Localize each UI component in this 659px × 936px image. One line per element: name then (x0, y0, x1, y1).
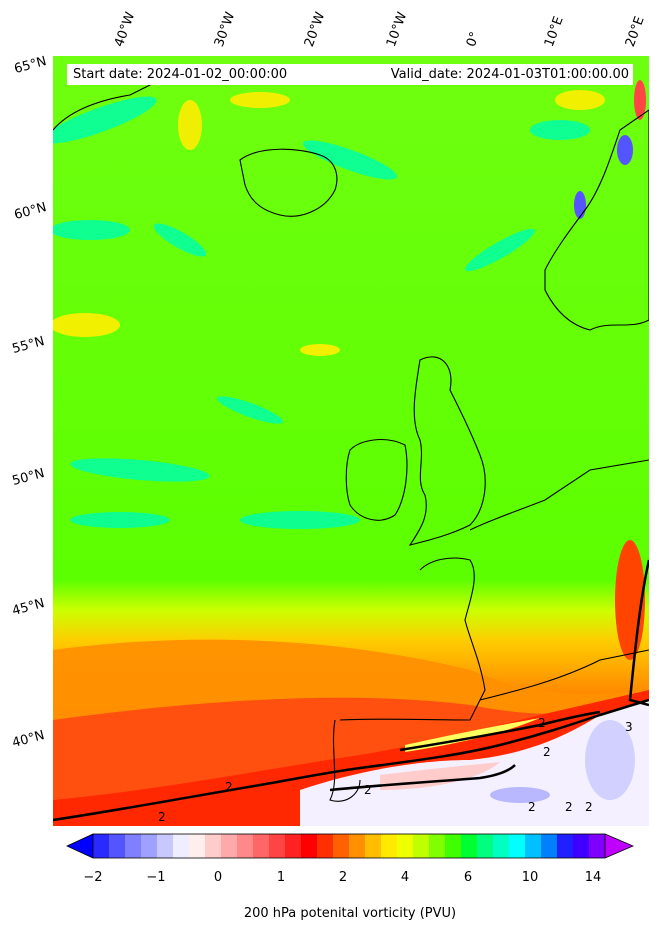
colorbar-tick: 4 (400, 870, 410, 885)
contour-label: 2 (225, 780, 233, 794)
colorbar-cell (429, 834, 446, 858)
colorbar-cell (509, 834, 526, 858)
colorbar-cell (269, 834, 286, 858)
contour-label: 2 (538, 716, 546, 730)
cyan-streaks (53, 96, 590, 529)
colorbar-cell (157, 834, 174, 858)
colorbar-cell (365, 834, 382, 858)
colorbar-cell (445, 834, 462, 858)
date-info-box: Start date: 2024-01-02_00:00:00 Valid_da… (67, 64, 633, 85)
colorbar-title: 200 hPa potenital vorticity (PVU) (243, 906, 457, 921)
contour-label: 2 (565, 800, 573, 814)
colorbar-cell (173, 834, 190, 858)
colorbar-cell (573, 834, 590, 858)
colorbar-cell (541, 834, 558, 858)
colorbar-tick: 2 (338, 870, 348, 885)
colorbar-cell (525, 834, 542, 858)
colorbar-cell (301, 834, 318, 858)
colorbar-cell (461, 834, 478, 858)
colorbar-cell (477, 834, 494, 858)
colorbar-tick: 6 (463, 870, 473, 885)
colorbar-tick: −1 (146, 870, 166, 885)
colorbar-cell (93, 834, 110, 858)
colorbar-cell (317, 834, 334, 858)
contour-label: 2 (528, 800, 536, 814)
valid-date-text: Valid_date: 2024-01-03T01:00:00.00 (390, 67, 629, 82)
colorbar-cell (237, 834, 254, 858)
colorbar-tick: 14 (584, 870, 602, 885)
colorbar-cells (67, 834, 633, 858)
colorbar-extend-low (67, 834, 93, 858)
coastlines (53, 79, 649, 802)
contour-label: 2 (158, 810, 166, 824)
colorbar-cell (285, 834, 302, 858)
colorbar-cell (413, 834, 430, 858)
colorbar-extend-high (605, 834, 633, 858)
colorbar-cell (493, 834, 510, 858)
colorbar-cell (189, 834, 206, 858)
colorbar-tick: −2 (83, 870, 103, 885)
colorbar-cell (205, 834, 222, 858)
contour-label: 2 (364, 783, 372, 797)
colorbar-tick: 10 (521, 870, 539, 885)
colorbar-tick: 0 (213, 870, 223, 885)
colorbar-cell (125, 834, 142, 858)
contour-label: 2 (585, 800, 593, 814)
colorbar-cell (397, 834, 414, 858)
colorbar-cell (141, 834, 158, 858)
colorbar-cell (381, 834, 398, 858)
colorbar-cell (349, 834, 366, 858)
contour-label: 2 (543, 745, 551, 759)
colorbar-cell (333, 834, 350, 858)
colorbar (66, 833, 635, 859)
colorbar-cell (557, 834, 574, 858)
colorbar-cell (221, 834, 238, 858)
start-date-text: Start date: 2024-01-02_00:00:00 (73, 67, 288, 82)
colorbar-tick: 1 (276, 870, 286, 885)
colorbar-cell (109, 834, 126, 858)
colorbar-cell (589, 834, 606, 858)
colorbar-cell (253, 834, 270, 858)
map-field (53, 56, 649, 826)
pv-contours (53, 559, 649, 822)
yellow-patches (53, 90, 605, 356)
contour-label: 3 (625, 720, 633, 734)
